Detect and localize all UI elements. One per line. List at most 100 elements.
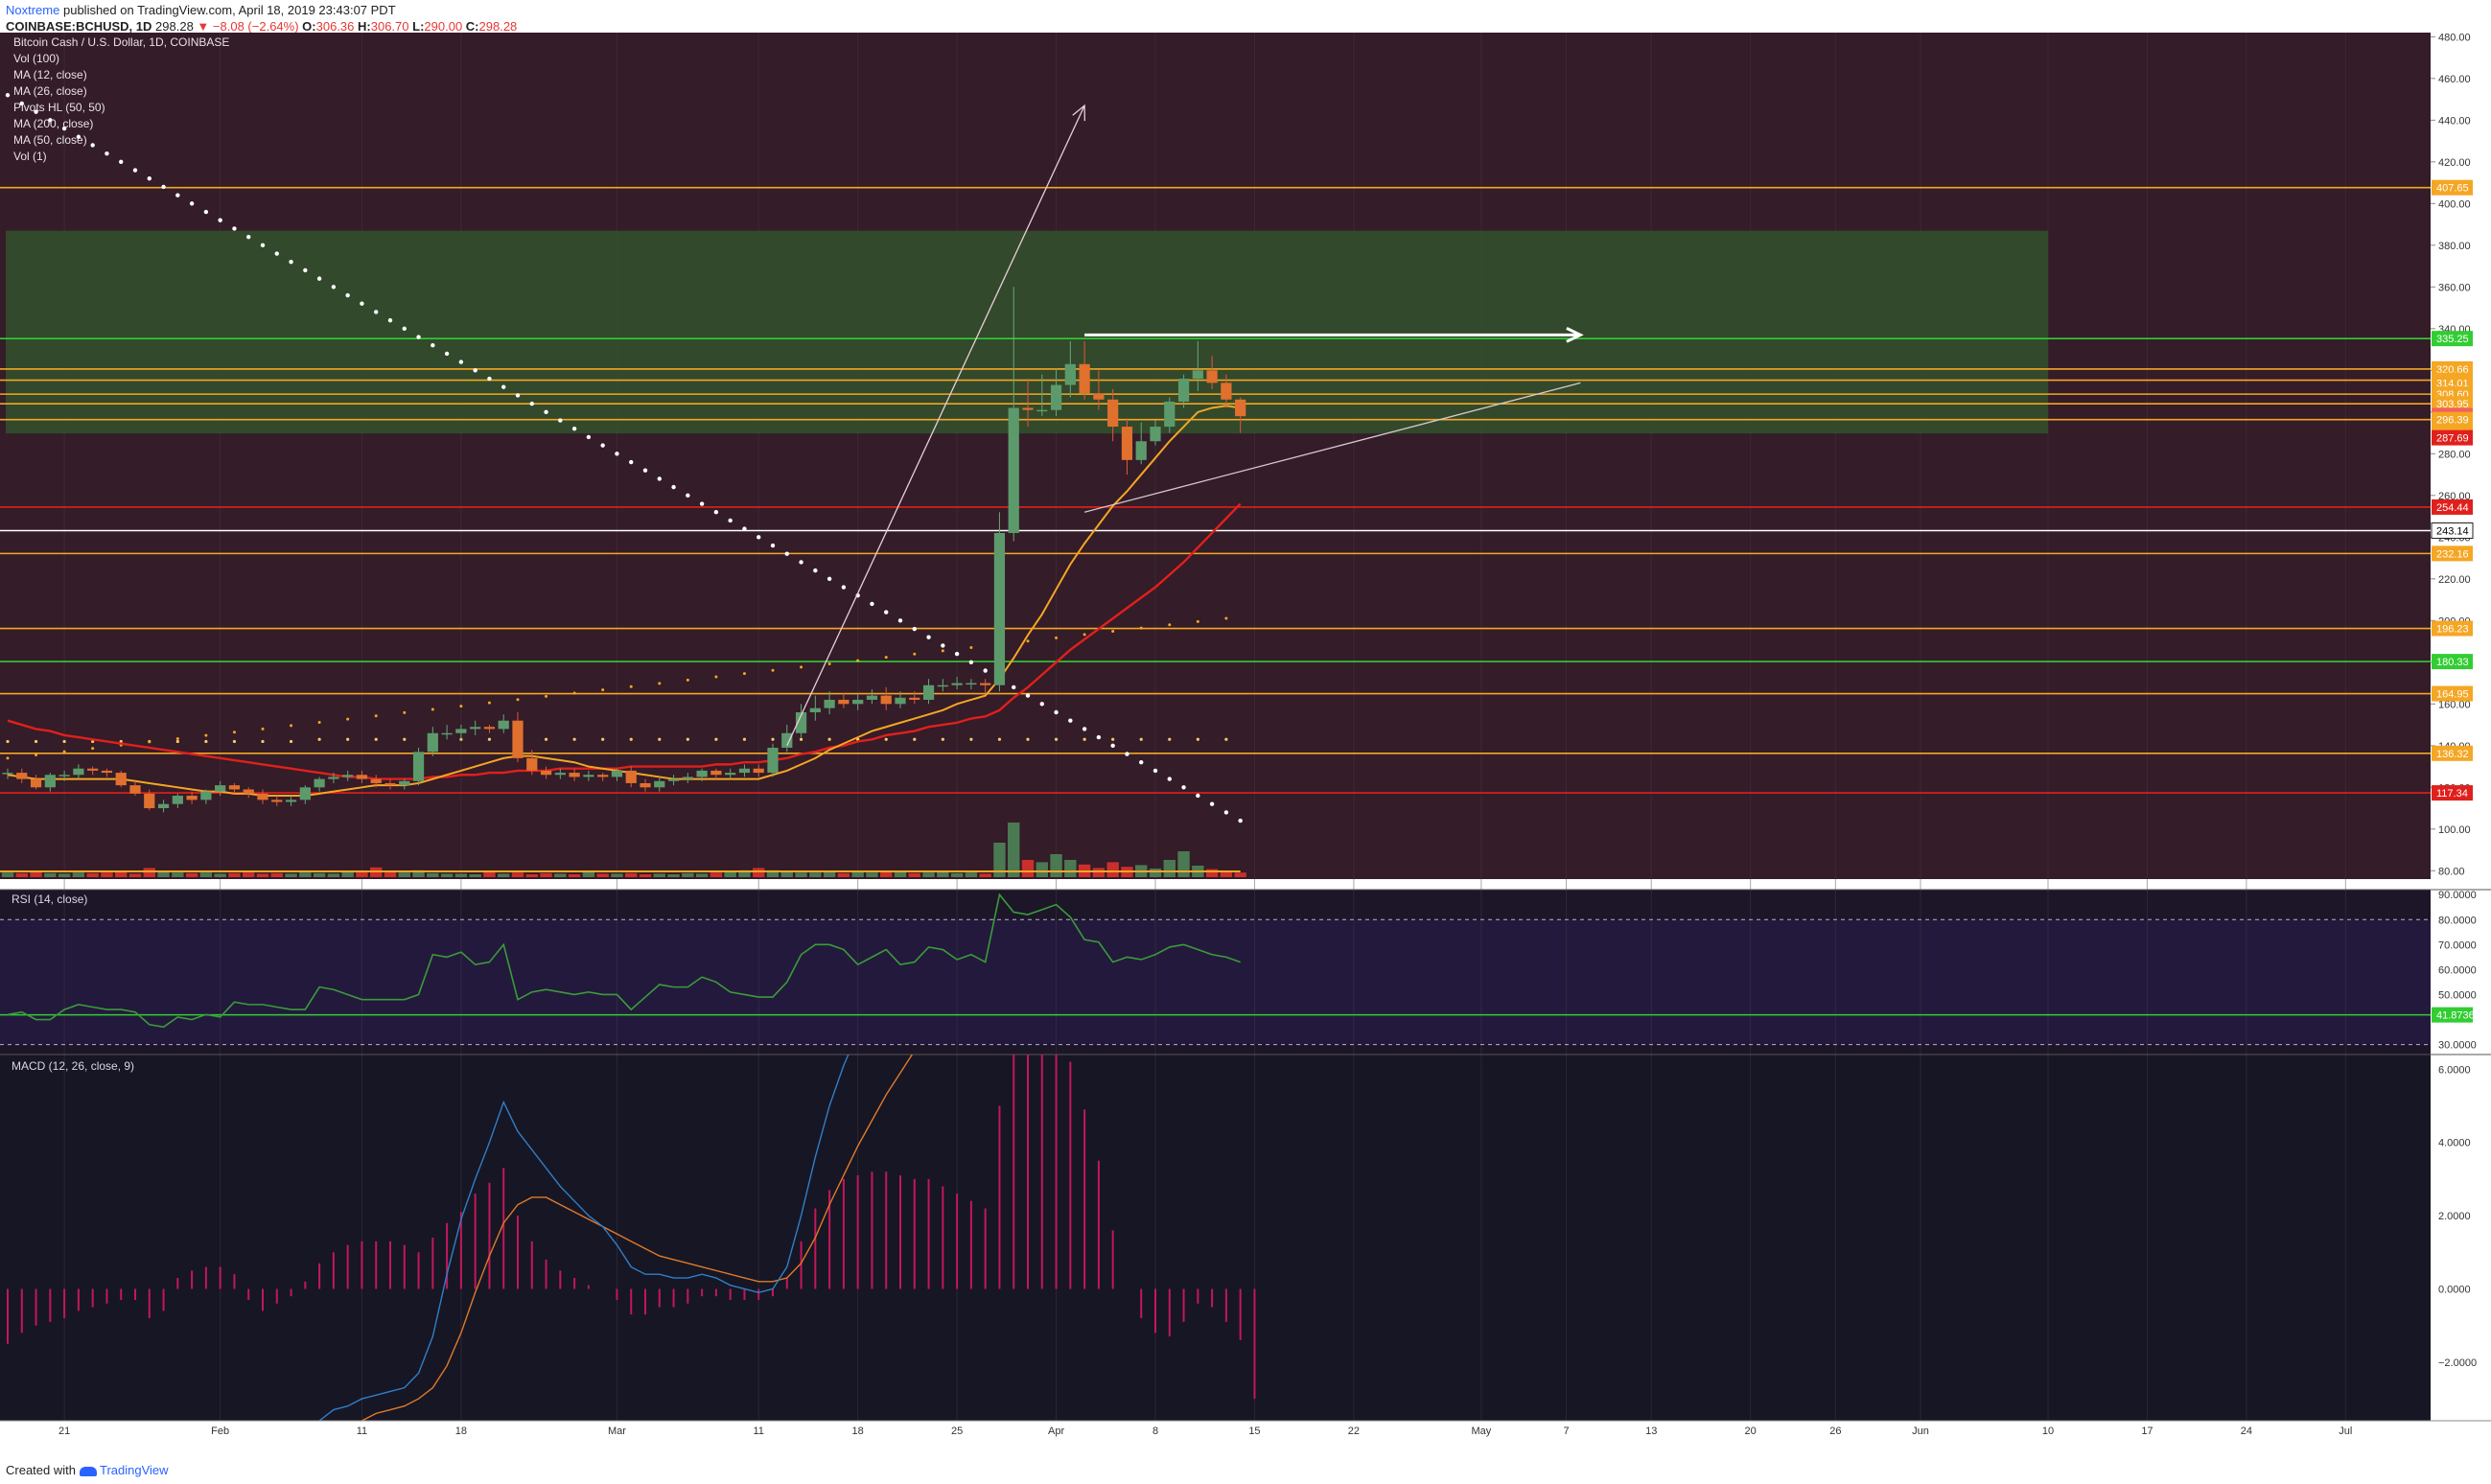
time-axis-label: Jul <box>2339 1426 2352 1437</box>
pivot-dot <box>175 193 180 197</box>
volume-bar <box>72 872 85 877</box>
time-axis-label: 21 <box>58 1426 70 1437</box>
volume-bar <box>30 871 42 877</box>
volume-bar <box>15 872 28 877</box>
ma-lower-dot <box>148 740 151 744</box>
annotation-arrow <box>786 104 1085 747</box>
price-tag <box>2432 331 2473 347</box>
volume-bar <box>1021 860 1035 877</box>
last-price: 298.28 <box>155 19 194 34</box>
candle-body <box>215 785 226 792</box>
ma200-dot <box>742 737 747 741</box>
high-value: 306.70 <box>370 19 409 34</box>
candle-body <box>342 775 354 777</box>
ma-lower-dot <box>1111 630 1115 634</box>
ma-lower-dot <box>629 684 633 688</box>
candle-body <box>228 785 241 790</box>
volume-bar <box>1177 851 1190 877</box>
pivot-dot <box>813 568 818 573</box>
legend-entry: MA (26, close) <box>13 84 87 98</box>
time-axis-label: 11 <box>754 1426 764 1437</box>
volume-bar <box>639 874 652 877</box>
rsi-title: RSI (14, close) <box>12 893 87 906</box>
macd-axis-label: −2.0000 <box>2438 1357 2477 1369</box>
candle-body <box>257 793 268 800</box>
volume-bar <box>185 872 198 877</box>
pivot-dot <box>1082 727 1087 731</box>
volume-bar <box>199 872 213 877</box>
pivot-dot <box>642 468 648 473</box>
price-tag <box>2432 785 2473 801</box>
candle-body <box>427 732 438 753</box>
open-label: O: <box>302 19 316 34</box>
ma-lower-dot <box>1026 639 1030 643</box>
ma200-dot <box>601 737 605 741</box>
volume-bar <box>1220 871 1233 877</box>
pivot-dot <box>5 93 11 98</box>
candle-body <box>966 683 977 685</box>
ma200-dot <box>232 739 237 744</box>
candle-body <box>58 775 70 777</box>
time-axis-label: 13 <box>1645 1426 1657 1437</box>
volume-bar <box>922 872 935 877</box>
rsi-value-label: 41.8736 <box>2436 1010 2475 1022</box>
macd-signal-line <box>359 1055 914 1421</box>
pivot-dot <box>1012 684 1016 690</box>
candle-body <box>1008 407 1019 533</box>
pivot-dot <box>34 109 38 114</box>
green-target-zone <box>6 230 2048 434</box>
ma200-dot <box>1196 737 1199 741</box>
volume-bar <box>540 872 552 877</box>
pivot-dot <box>416 335 421 339</box>
volume-bar <box>256 873 269 877</box>
price-axis-label: 480.00 <box>2438 33 2471 43</box>
ma-lower-dot <box>175 737 179 741</box>
candle-body <box>512 720 524 758</box>
pivot-dot <box>941 643 945 648</box>
candle-body <box>611 770 623 777</box>
author-link[interactable]: Noxtreme <box>6 3 60 17</box>
volume-bar <box>851 871 864 877</box>
ma200-dot <box>941 737 944 741</box>
candle-body <box>129 785 141 794</box>
ma50-line <box>7 502 1242 780</box>
ma200-dot <box>403 737 407 741</box>
candle-body <box>738 768 751 774</box>
volume-bar <box>327 873 340 877</box>
pivot-dot <box>161 184 166 190</box>
candle-body <box>115 773 127 786</box>
ma-lower-dot <box>686 678 689 682</box>
pivot-dot <box>841 585 847 590</box>
ma-lower-dot <box>658 682 662 685</box>
volume-bar <box>398 872 410 877</box>
time-axis-label: Feb <box>211 1426 229 1437</box>
ma200-dot <box>34 739 38 744</box>
ma-lower-dot <box>1139 626 1143 630</box>
candle-body <box>314 778 325 788</box>
candle-body <box>767 747 779 774</box>
candle-body <box>993 532 1006 685</box>
volume-bar <box>128 873 142 877</box>
candle-body <box>937 684 948 687</box>
pivot-dot <box>1068 718 1073 723</box>
ma-lower-dot <box>856 659 860 662</box>
macd-axis-label: 4.0000 <box>2438 1138 2471 1149</box>
pivot-dot <box>303 267 308 273</box>
ma-lower-dot <box>1055 636 1059 639</box>
chart-canvas[interactable]: 480.00 460.00 440.00 420.00 400.00 380.00 360.… <box>0 33 2491 1455</box>
price-panel-bg <box>0 33 2431 879</box>
ma200-dot <box>346 737 350 741</box>
pivot-dot <box>260 243 266 248</box>
ohlc-line: COINBASE:BCHUSD, 1D 298.28 ▼ −8.08 (−2.6… <box>6 19 517 34</box>
pivot-dot <box>431 343 435 348</box>
time-axis-label: 24 <box>2241 1426 2252 1437</box>
ma200-dot <box>913 737 917 741</box>
candle-body <box>554 773 566 776</box>
macd-axis-label: 6.0000 <box>2438 1064 2471 1076</box>
pivot-dot <box>671 484 676 490</box>
volume-bar <box>554 873 567 877</box>
price-axis-label: 160.00 <box>2438 699 2471 710</box>
tradingview-brand[interactable]: TradingView <box>99 1463 169 1477</box>
pivot-dot <box>968 660 974 665</box>
macd-plot-group <box>7 1055 1256 1421</box>
